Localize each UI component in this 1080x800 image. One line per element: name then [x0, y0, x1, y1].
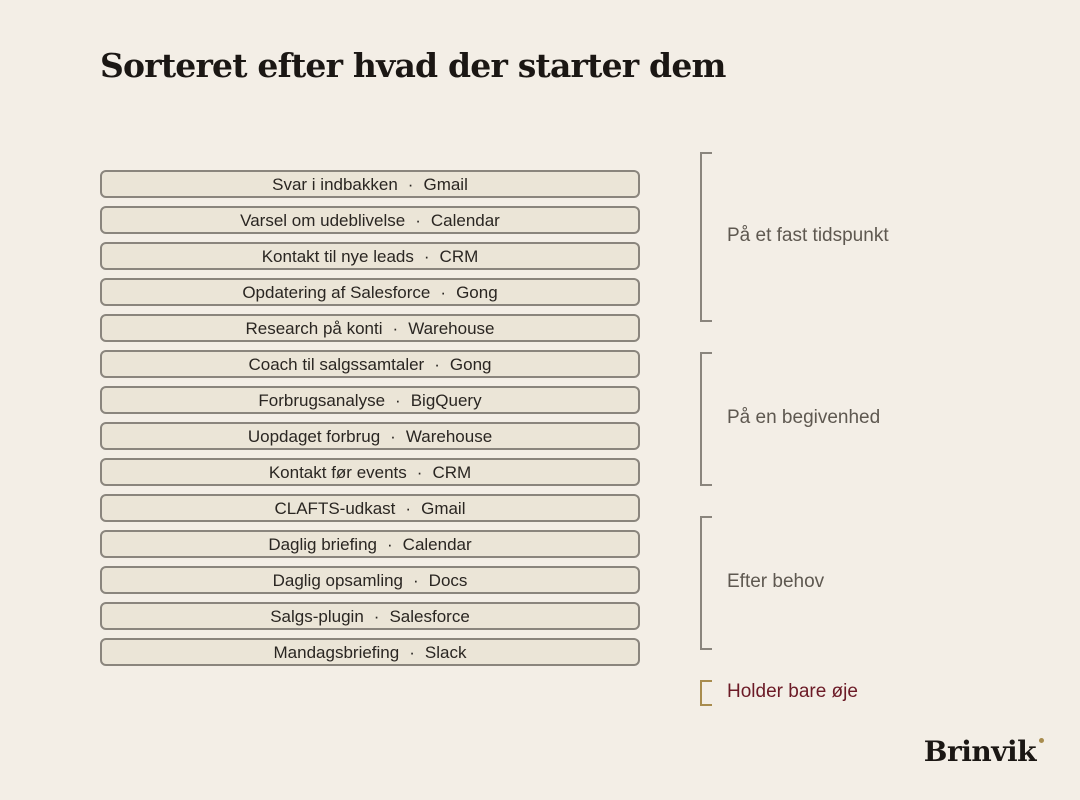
separator: · [392, 319, 399, 338]
item-name: CLAFTS-udkast [274, 499, 396, 518]
separator: · [434, 355, 440, 374]
separator: · [387, 535, 393, 554]
item-tool: Docs [428, 571, 468, 590]
item-tool: Calendar [430, 211, 500, 230]
list-item: Uopdaget forbrug · Warehouse [100, 422, 640, 450]
item-name: Uopdaget forbrug [247, 427, 381, 446]
item-tool: Calendar [402, 535, 472, 554]
group-bracket [700, 516, 712, 650]
item-name: Varsel om udeblivelse [240, 211, 406, 230]
separator: · [409, 643, 415, 662]
page-title: Sorteret efter hvad der starter dem [100, 46, 726, 85]
item-tool: Slack [424, 643, 467, 662]
item-tool: Salesforce [389, 607, 470, 626]
list-item: Research på konti · Warehouse [100, 314, 640, 342]
list-item: Kontakt før events · CRM [100, 458, 640, 486]
group-bracket [700, 352, 712, 486]
separator: · [440, 283, 447, 302]
separator: · [405, 499, 412, 518]
group-bracket [700, 152, 712, 322]
separator: · [407, 175, 414, 194]
separator: · [415, 211, 421, 230]
separator: · [390, 427, 396, 446]
separator: · [416, 463, 423, 482]
item-name: Research på konti [245, 319, 383, 338]
item-tool: Gong [449, 355, 492, 374]
list-item: CLAFTS-udkast · Gmail [100, 494, 640, 522]
list-item: Daglig opsamling · Docs [100, 566, 640, 594]
item-tool: CRM [439, 247, 479, 266]
item-tool: Gong [456, 283, 498, 302]
brand-dot [1039, 738, 1044, 743]
item-name: Daglig briefing [268, 535, 377, 554]
list-item: Coach til salgssamtaler · Gong [100, 350, 640, 378]
separator: · [373, 607, 380, 626]
list-item: Svar i indbakken · Gmail [100, 170, 640, 198]
list-item: Opdatering af Salesforce · Gong [100, 278, 640, 306]
item-name: Forbrugsanalyse [258, 391, 386, 410]
automation-list: Svar i indbakken · Gmail Varsel om udebliv… [100, 170, 640, 666]
item-name: Mandagsbriefing [273, 643, 400, 662]
item-name: Svar i indbakken [272, 175, 398, 194]
group-label-on-demand: Efter behov [727, 571, 825, 592]
item-name: Kontakt før events [268, 463, 407, 482]
group-bracket-watch [700, 680, 712, 706]
item-name: Kontakt til nye leads [261, 247, 414, 266]
list-item: Varsel om udeblivelse · Calendar [100, 206, 640, 234]
item-name: Salgs-plugin [270, 607, 364, 626]
group-label-event: På en begivenhed [727, 407, 881, 428]
item-name: Opdatering af Salesforce [242, 283, 431, 302]
item-tool: Gmail [421, 499, 466, 518]
group-label-watch: Holder bare øje [727, 681, 858, 702]
item-tool: BigQuery [410, 391, 482, 410]
list-item: Mandagsbriefing · Slack [100, 638, 640, 666]
item-tool: Warehouse [408, 319, 495, 338]
list-item: Forbrugsanalyse · BigQuery [100, 386, 640, 414]
brand-logo: Brinvik [923, 735, 1037, 768]
item-tool: Gmail [423, 175, 468, 194]
separator: · [395, 391, 401, 410]
separator: · [413, 571, 419, 590]
item-tool: Warehouse [405, 427, 493, 446]
list-item: Salgs-plugin · Salesforce [100, 602, 640, 630]
list-item: Kontakt til nye leads · CRM [100, 242, 640, 270]
item-name: Daglig opsamling [272, 571, 403, 590]
item-name: Coach til salgssamtaler [248, 355, 425, 374]
item-tool: CRM [432, 463, 472, 482]
separator: · [423, 247, 430, 266]
list-item: Daglig briefing · Calendar [100, 530, 640, 558]
group-label-fixed-time: På et fast tidspunkt [727, 225, 889, 246]
